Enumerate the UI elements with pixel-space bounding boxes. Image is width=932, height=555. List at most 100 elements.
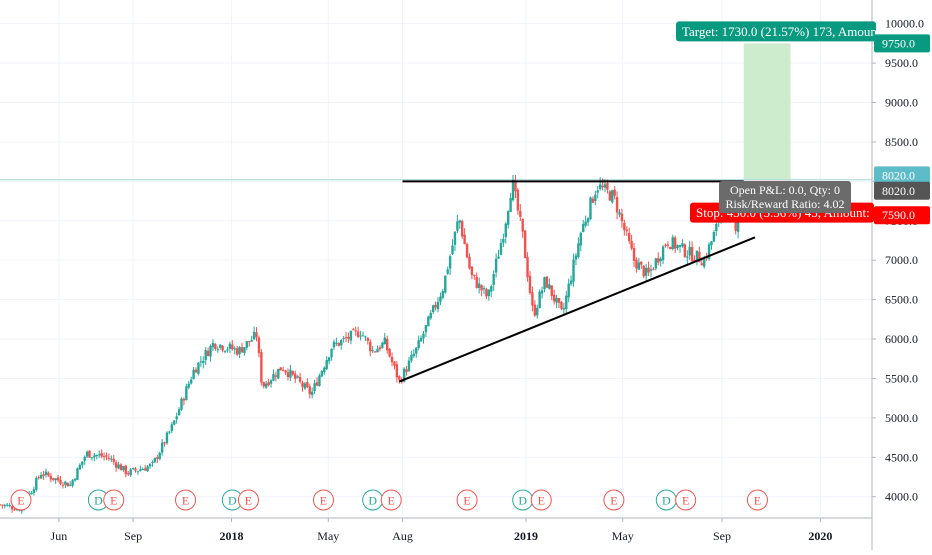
- candle-body: [695, 250, 699, 260]
- candle-body: [398, 376, 401, 380]
- candle-body: [644, 267, 648, 276]
- event-letter: E: [682, 494, 689, 508]
- candle-body: [434, 304, 437, 308]
- candle-body: [402, 368, 406, 382]
- candle-body: [286, 372, 290, 377]
- earnings-marker[interactable]: E: [103, 489, 125, 511]
- candle-body: [228, 343, 232, 349]
- candle-body: [548, 284, 551, 289]
- event-circle: [456, 489, 478, 511]
- candle-body: [6, 504, 9, 506]
- event-letter: E: [754, 494, 761, 508]
- candle-body: [490, 286, 493, 292]
- dividend-marker[interactable]: D: [362, 489, 384, 511]
- event-letter: E: [320, 494, 327, 508]
- candle-body: [611, 190, 614, 203]
- candle-body: [0, 504, 2, 506]
- earnings-marker[interactable]: E: [312, 489, 334, 511]
- candle-body: [131, 468, 135, 470]
- candle-body: [170, 424, 174, 431]
- candle-body: [158, 452, 161, 460]
- candle-body: [3, 504, 7, 506]
- rising-trendline[interactable]: [398, 236, 756, 383]
- candlestick-series: [0, 174, 745, 514]
- earnings-marker[interactable]: E: [675, 489, 697, 511]
- x-tick-label: Jun: [51, 529, 68, 543]
- candle-body: [439, 296, 442, 302]
- candle-body: [344, 337, 348, 339]
- candle-body: [514, 180, 517, 192]
- candle-body: [598, 184, 602, 189]
- candle-body: [52, 478, 55, 480]
- event-circle: [530, 489, 552, 511]
- axis-target-tag-text: 9750.0: [882, 36, 915, 50]
- earnings-marker[interactable]: E: [10, 489, 32, 511]
- candle-body: [574, 255, 578, 260]
- candle-body: [112, 458, 115, 462]
- candle-body: [683, 244, 687, 257]
- candle-body: [487, 289, 491, 297]
- axis-target-tag: 9750.0: [874, 34, 930, 53]
- candle-body: [153, 457, 157, 463]
- candle-body: [313, 383, 316, 391]
- candle-body: [606, 183, 609, 190]
- candle-body: [136, 471, 140, 473]
- earnings-marker[interactable]: E: [746, 489, 768, 511]
- target-label[interactable]: Target: 1730.0 (21.57%) 173, Amount: 1: [676, 21, 894, 42]
- earnings-marker[interactable]: E: [380, 489, 402, 511]
- candle-body: [252, 331, 256, 340]
- candle-body: [240, 347, 244, 353]
- candle-body: [194, 369, 198, 373]
- dividend-marker[interactable]: D: [655, 489, 677, 511]
- target-zone[interactable]: [743, 43, 791, 180]
- candle-body: [637, 262, 641, 270]
- candle-body: [335, 342, 338, 344]
- candle-body: [422, 333, 425, 339]
- dividend-marker[interactable]: D: [512, 489, 534, 511]
- candle-body: [165, 432, 169, 444]
- candle-body: [231, 344, 234, 350]
- earnings-marker[interactable]: E: [237, 489, 259, 511]
- trend-drawings[interactable]: [398, 180, 756, 383]
- candle-body: [690, 246, 694, 261]
- event-letter: D: [228, 494, 237, 508]
- candle-body: [494, 258, 498, 273]
- y-tick-label: 9500.0: [885, 56, 918, 70]
- event-circle: [312, 489, 334, 511]
- candle-body: [68, 484, 72, 486]
- earnings-marker[interactable]: E: [530, 489, 552, 511]
- earnings-marker[interactable]: E: [175, 489, 197, 511]
- candle-body: [688, 246, 691, 256]
- candle-body: [618, 212, 621, 215]
- candle-body: [214, 343, 217, 349]
- candle-body: [143, 468, 147, 471]
- candle-body: [678, 245, 682, 247]
- candle-body: [378, 347, 382, 350]
- candle-body: [482, 288, 486, 290]
- candle-body: [366, 338, 370, 342]
- candle-body: [608, 191, 612, 201]
- earnings-marker[interactable]: E: [603, 489, 625, 511]
- candle-body: [511, 179, 515, 201]
- candle-body: [294, 373, 297, 379]
- candle-body: [373, 351, 377, 353]
- candle-body: [151, 461, 154, 463]
- position-labels[interactable]: Target: 1730.0 (21.57%) 173, Amount: 1St…: [676, 21, 894, 223]
- candle-body: [565, 295, 568, 310]
- candle-body: [30, 492, 33, 495]
- candle-body: [44, 471, 48, 476]
- candle-body: [371, 350, 374, 352]
- candle-body: [390, 356, 394, 363]
- candle-body: [267, 382, 270, 386]
- x-tick-label: 2020: [808, 529, 832, 543]
- candle-body: [710, 241, 713, 246]
- earnings-marker[interactable]: E: [456, 489, 478, 511]
- candle-body: [441, 291, 445, 298]
- candle-body: [330, 348, 333, 358]
- candle-body: [185, 386, 188, 401]
- candle-body: [569, 280, 573, 285]
